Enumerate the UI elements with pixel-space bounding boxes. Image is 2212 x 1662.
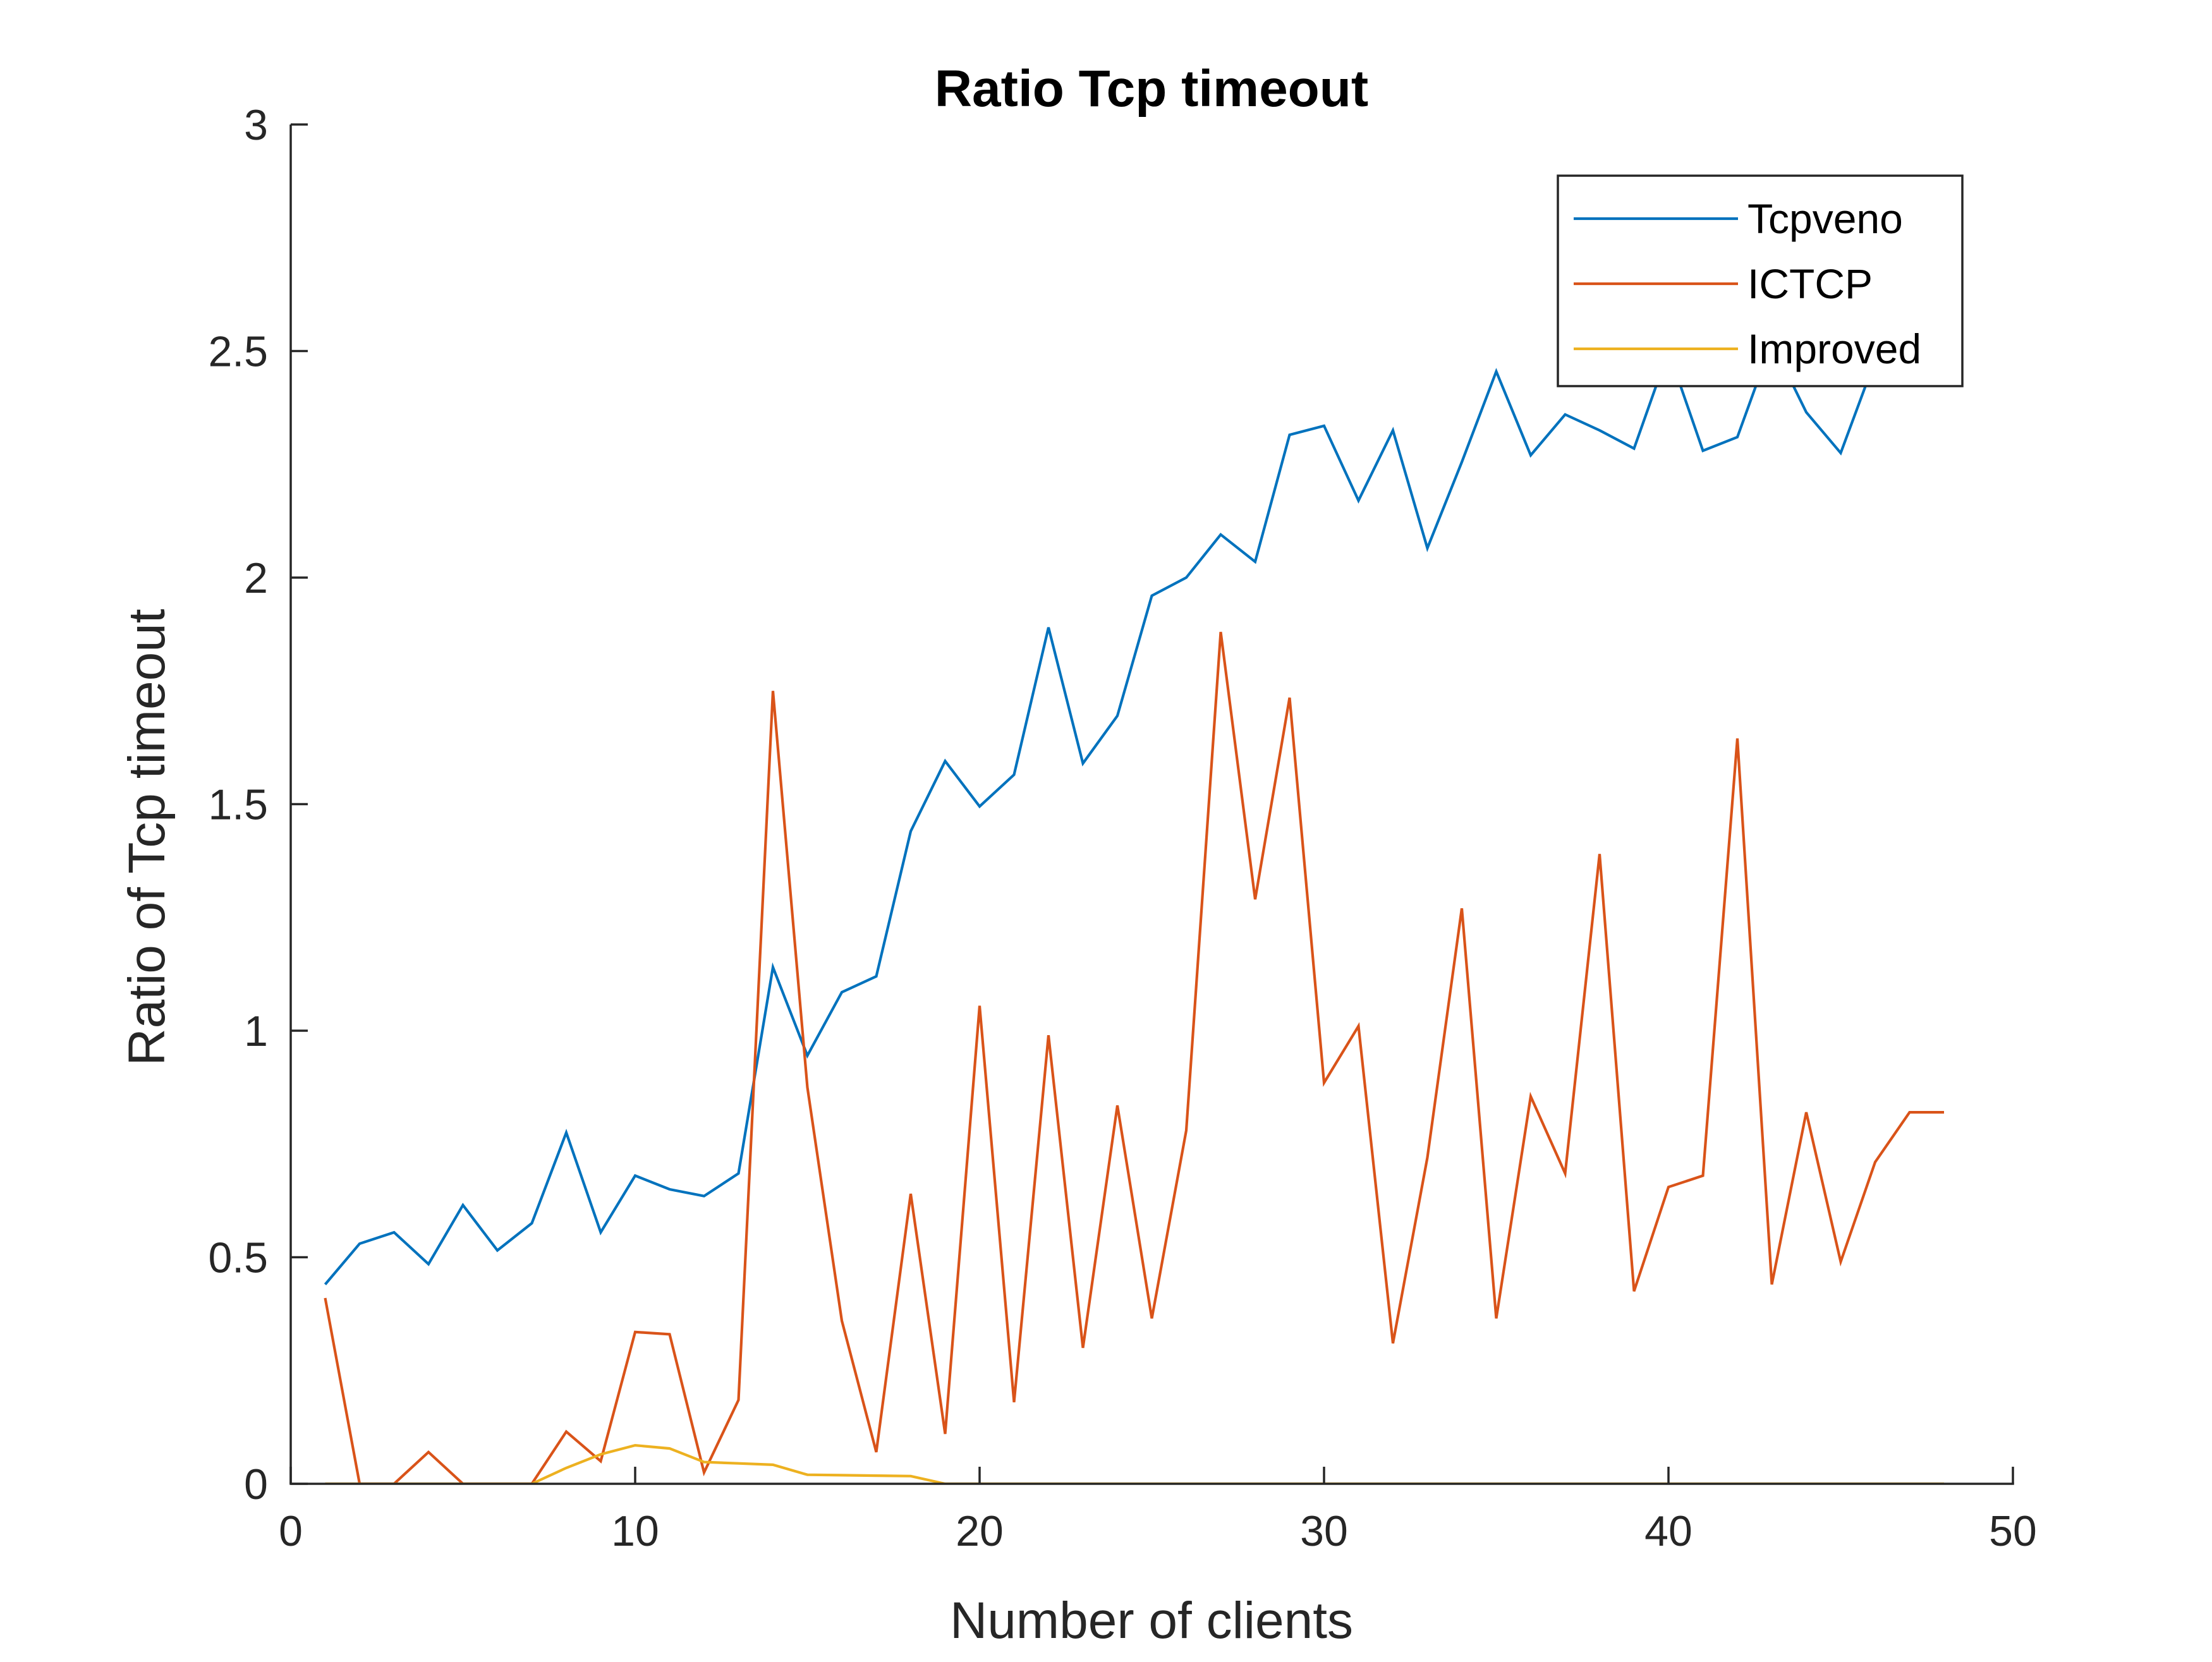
- y-tick-label: 3: [244, 101, 268, 149]
- y-tick-label: 0: [244, 1460, 268, 1508]
- chart-title: Ratio Tcp timeout: [935, 60, 1368, 118]
- legend-label-ictcp: ICTCP: [1747, 260, 1873, 307]
- y-tick-label: 1.5: [208, 781, 268, 829]
- y-tick-label: 1: [244, 1007, 268, 1055]
- y-axis-title: Ratio of Tcp timeout: [118, 609, 176, 1065]
- x-tick-label: 50: [1989, 1507, 2037, 1555]
- y-tick-label: 2.5: [208, 328, 268, 376]
- legend-label-tcpveno: Tcpveno: [1747, 195, 1903, 242]
- x-tick-label: 20: [956, 1507, 1004, 1555]
- x-tick-label: 10: [611, 1507, 659, 1555]
- legend-label-improved: Improved: [1747, 325, 1921, 372]
- plot-area: 0 10 20 30 40 50 0 0.5 1 1.5 2 2.5 3: [208, 101, 2036, 1555]
- y-tick-label: 2: [244, 554, 268, 602]
- x-tick-label: 40: [1644, 1507, 1692, 1555]
- series-line-improved: [325, 1443, 1944, 1484]
- x-axis-title: Number of clients: [950, 1592, 1353, 1649]
- x-tick-label: 30: [1300, 1507, 1348, 1555]
- y-tick-label: 0.5: [208, 1234, 268, 1282]
- legend-box: [1557, 174, 1964, 387]
- legend: Tcpveno ICTCP Improved: [1557, 174, 1964, 387]
- x-tick-label: 0: [279, 1507, 303, 1555]
